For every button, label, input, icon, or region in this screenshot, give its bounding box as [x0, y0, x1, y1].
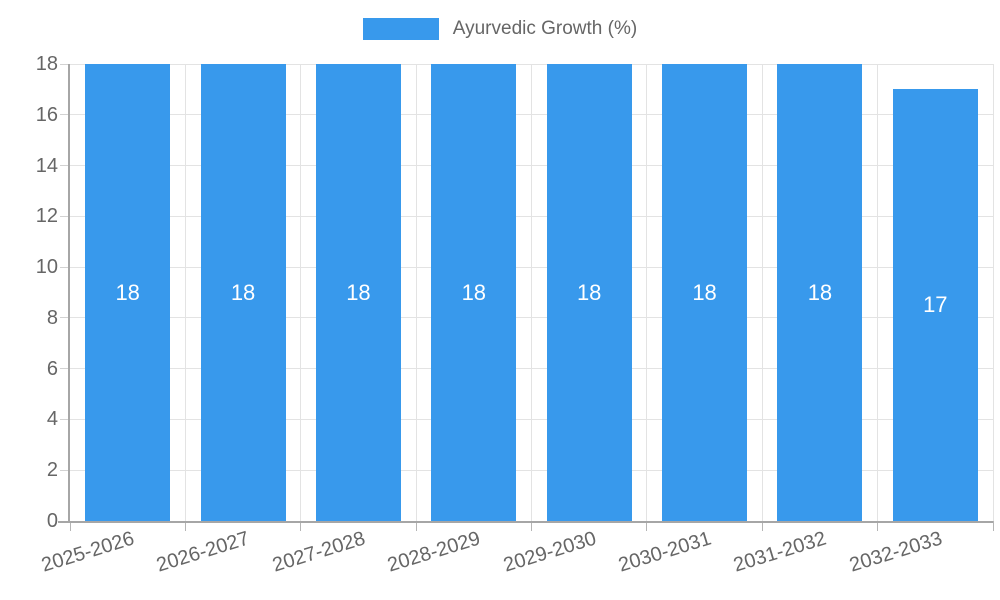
x-axis-tick-label: 2031-2032 [731, 527, 830, 577]
y-axis-tick-label: 6 [46, 357, 58, 380]
x-gridline [415, 64, 417, 521]
x-axis-tick-label: 2025-2026 [38, 527, 137, 577]
bar-value-label: 18 [115, 279, 140, 305]
x-axis-tick [761, 521, 763, 531]
y-axis-tick-label: 14 [35, 154, 58, 177]
legend-label[interactable]: Ayurvedic Growth (%) [452, 18, 638, 39]
x-axis-tick [69, 521, 71, 531]
bar-2030-2031[interactable]: 18 [662, 64, 748, 521]
x-axis-tick [184, 521, 186, 531]
x-axis-tick [646, 521, 648, 531]
bar-value-label: 18 [576, 279, 602, 305]
x-axis-tick [992, 521, 994, 531]
bar-value-label: 18 [230, 279, 256, 305]
x-gridline [300, 64, 302, 521]
y-axis-tick [60, 469, 70, 471]
y-axis-tick-label: 10 [35, 256, 58, 279]
bar-value-label: 18 [692, 279, 717, 305]
y-axis-tick [60, 317, 70, 319]
x-gridline [992, 64, 994, 521]
x-gridline [646, 64, 648, 521]
x-gridline [877, 64, 879, 521]
x-gridline [531, 64, 532, 521]
bar-2032-2033[interactable]: 17 [892, 89, 978, 521]
x-axis-tick [877, 521, 879, 531]
x-axis-tick [415, 521, 417, 531]
legend: Ayurvedic Growth (%) [0, 18, 1000, 40]
bar-value-label: 18 [807, 279, 833, 305]
x-axis-tick-label: 2029-2030 [500, 527, 599, 577]
x-axis-tick [300, 521, 302, 531]
y-axis-tick-label: 0 [46, 510, 58, 532]
y-axis-tick [60, 63, 70, 65]
bar-2027-2028[interactable]: 18 [315, 64, 401, 521]
x-gridline [761, 64, 763, 521]
x-axis-tick-label: 2032-2033 [846, 527, 945, 577]
bar-value-label: 18 [461, 279, 487, 305]
x-gridline [184, 64, 186, 521]
x-axis-tick-label: 2027-2028 [269, 527, 368, 577]
y-axis-tick [60, 215, 70, 217]
bar-2029-2030[interactable]: 18 [546, 64, 632, 521]
y-axis-tick [60, 418, 70, 420]
y-axis-tick-label: 2 [46, 459, 58, 482]
bar-2031-2032[interactable]: 18 [777, 64, 863, 521]
y-axis-tick-label: 16 [35, 103, 58, 126]
legend-swatch[interactable] [362, 18, 439, 40]
x-axis-tick [531, 521, 532, 531]
y-axis-line [68, 64, 70, 521]
y-axis-tick-label: 18 [35, 53, 58, 75]
y-axis-tick-label: 8 [46, 306, 58, 329]
x-axis-line [58, 521, 993, 523]
bar-2025-2026[interactable]: 18 [85, 64, 171, 521]
y-axis-tick-label: 12 [35, 205, 58, 228]
x-axis-tick-label: 2026-2027 [154, 527, 253, 577]
x-axis-tick-label: 2028-2029 [385, 527, 484, 577]
bar-value-label: 17 [923, 292, 948, 318]
bar-2026-2027[interactable]: 18 [200, 64, 286, 521]
y-axis-tick [60, 368, 70, 370]
bar-value-label: 18 [346, 279, 371, 305]
y-axis-tick [60, 266, 70, 268]
x-axis-tick-label: 2030-2031 [615, 527, 714, 577]
y-axis-tick [60, 165, 70, 167]
y-axis-tick-label: 4 [46, 408, 58, 431]
bar-2028-2029[interactable]: 18 [431, 64, 517, 521]
y-axis-tick [60, 114, 70, 116]
